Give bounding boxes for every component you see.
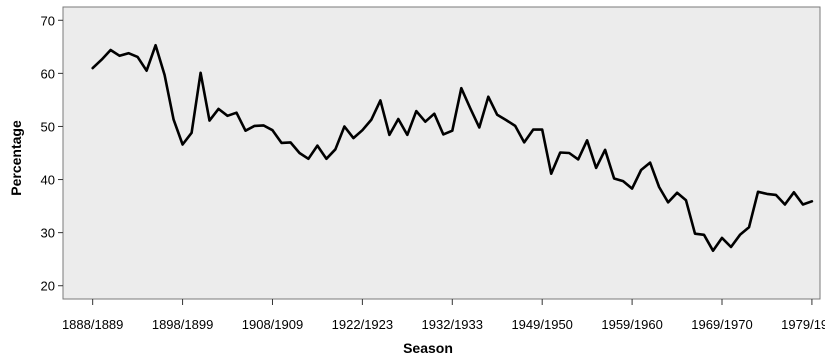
y-tick-label: 60 <box>41 66 55 81</box>
x-axis: 1888/1889 1898/1899 1908/1909 1922/1923 1932… <box>62 299 825 332</box>
x-tick-label: 1969/1970 <box>691 317 752 332</box>
y-tick-label: 40 <box>41 173 55 188</box>
y-axis: 20 30 40 50 60 70 <box>41 13 63 294</box>
plot-background <box>62 6 821 300</box>
x-tick-label: 1898/1899 <box>152 317 213 332</box>
y-tick-label: 20 <box>41 279 55 294</box>
y-tick-label: 50 <box>41 119 55 134</box>
y-axis-title: Percentage <box>8 120 24 196</box>
x-tick-label: 1922/1923 <box>332 317 393 332</box>
x-tick-label: 1888/1889 <box>62 317 123 332</box>
x-tick-label: 1979/1980 <box>781 317 825 332</box>
x-tick-label: 1949/1950 <box>511 317 572 332</box>
x-tick-label: 1959/1960 <box>601 317 662 332</box>
y-tick-label: 70 <box>41 13 55 28</box>
x-axis-title: Season <box>403 340 453 356</box>
y-tick-label: 30 <box>41 226 55 241</box>
series-line <box>91 43 814 252</box>
x-tick-label: 1932/1933 <box>422 317 483 332</box>
x-tick-label: 1908/1909 <box>242 317 303 332</box>
